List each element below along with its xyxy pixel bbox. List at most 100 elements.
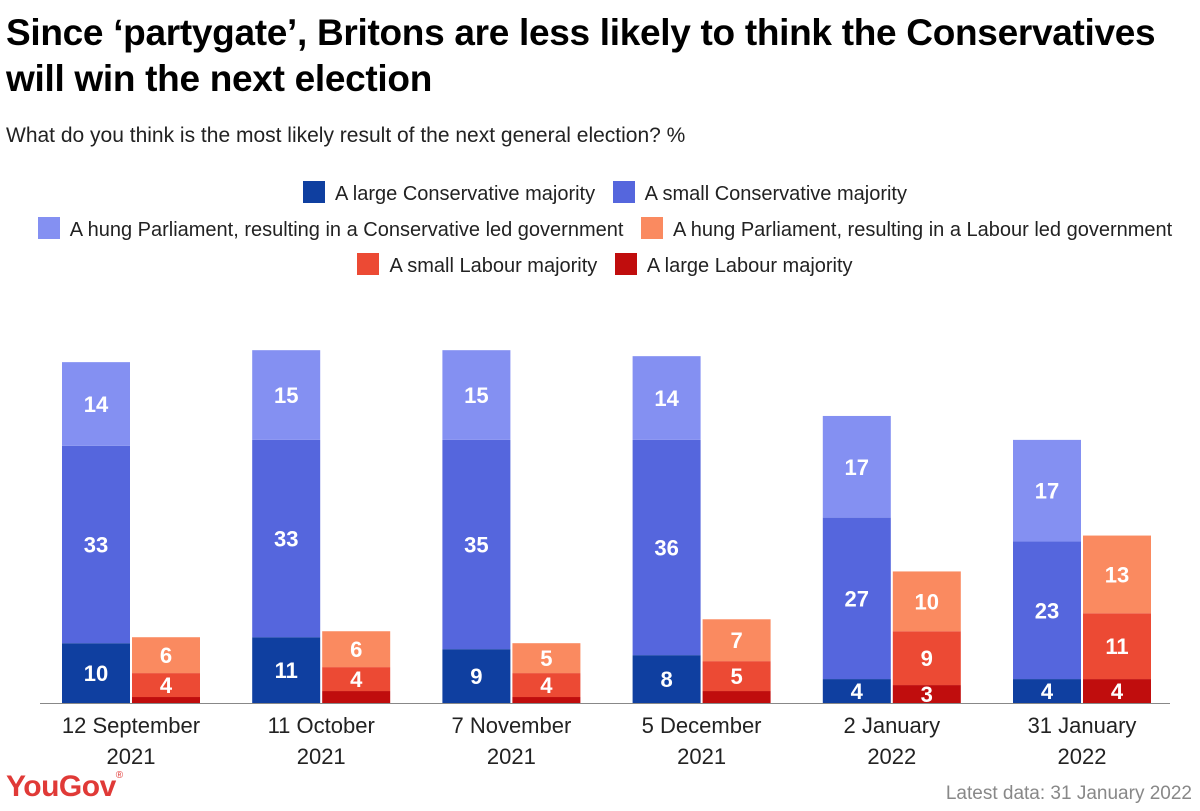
data-label: 4: [1041, 679, 1054, 704]
bar-segment-labour-2: [132, 637, 200, 674]
bar-segment-conservative-0: [632, 655, 701, 703]
bar-segment-conservative-0: [252, 637, 321, 703]
data-label: 35: [464, 533, 488, 558]
x-tick-label: 5 December: [642, 713, 762, 738]
legend-swatch: [37, 217, 60, 239]
bar-segment-labour-1: [322, 667, 391, 692]
data-label: 13: [1105, 562, 1129, 587]
bar-segment-labour-2: [512, 643, 581, 674]
bar-segment-labour-1: [892, 631, 961, 686]
chart-subtitle: What do you think is the most likely res…: [6, 124, 686, 147]
bar-segment-conservative-2: [822, 415, 891, 518]
data-label: 33: [84, 533, 108, 558]
x-tick-label: 11 October: [268, 713, 375, 738]
bar-segment-conservative-1: [252, 439, 321, 638]
legend-swatch: [614, 253, 637, 275]
bar-segment-labour-0: [132, 697, 200, 703]
bar-segment-labour-1: [512, 673, 581, 698]
bar-segment-labour-1: [132, 673, 200, 698]
data-label: 4: [540, 673, 553, 698]
data-label: 33: [274, 527, 298, 552]
brand-mark: ®: [115, 770, 123, 781]
legend-item-large-labour: A large Labour majority: [614, 248, 853, 284]
x-tick-label: 2021: [487, 744, 536, 769]
bar-segment-labour-0: [892, 685, 961, 703]
legend-item-hung-labour: A hung Parliament, resulting in a Labour…: [641, 212, 1172, 248]
bar-segment-conservative-2: [252, 350, 321, 440]
bar-segment-labour-1: [1083, 613, 1151, 680]
bar-segment-conservative-0: [1013, 679, 1081, 703]
data-label: 4: [1111, 679, 1124, 704]
data-label: 11: [1105, 634, 1128, 659]
bar-segment-labour-0: [1083, 679, 1151, 703]
bar-segment-conservative-1: [442, 439, 511, 650]
legend-swatch: [612, 181, 635, 203]
bar-segment-labour-2: [892, 571, 961, 632]
data-label: 5: [730, 664, 742, 689]
bar-segment-labour-0: [702, 691, 771, 703]
legend-label: A large Conservative majority: [335, 183, 596, 205]
data-label: 36: [654, 536, 678, 561]
stacked-bar-chart: 10 33 14 4 6 12 September 2021 11 33 15 4 6 11 Octob…: [40, 350, 1170, 769]
legend: A large Conservative majority A small Co…: [20, 176, 1190, 284]
brand-text: YouGov: [6, 770, 116, 803]
yougov-logo: YouGov®: [6, 770, 123, 804]
bar-segment-conservative-0: [442, 649, 511, 703]
x-tick-label: 31 January: [1028, 713, 1137, 738]
data-label: 17: [845, 455, 869, 480]
bar-segment-conservative-1: [62, 445, 130, 644]
legend-item-small-conservative: A small Conservative majority: [612, 176, 907, 212]
data-label: 6: [350, 637, 362, 662]
data-label: 3: [921, 682, 933, 707]
data-label: 14: [654, 386, 679, 411]
data-label: 4: [851, 679, 864, 704]
data-label: 9: [921, 646, 933, 671]
data-label: 11: [275, 658, 298, 683]
bar-segment-labour-1: [702, 661, 771, 692]
data-label: 4: [160, 673, 173, 698]
data-label: 10: [915, 589, 939, 614]
legend-label: A small Conservative majority: [644, 183, 907, 205]
x-tick-label: 2021: [107, 744, 156, 769]
data-label: 9: [470, 664, 482, 689]
x-tick-label: 2022: [1058, 744, 1107, 769]
bar-segment-conservative-0: [62, 643, 130, 703]
bar-segment-conservative-2: [442, 350, 511, 440]
bar-segment-labour-2: [322, 631, 391, 668]
data-label: 15: [464, 383, 488, 408]
bar-segment-conservative-2: [1013, 439, 1081, 542]
legend-label: A hung Parliament, resulting in a Conser…: [69, 219, 624, 241]
chart-title: Since ‘partygate’, Britons are less like…: [6, 12, 1156, 99]
data-label: 6: [160, 643, 172, 668]
bar-segment-labour-2: [702, 619, 771, 662]
data-label: 14: [84, 392, 109, 417]
legend-label: A small Labour majority: [389, 255, 598, 277]
data-label: 23: [1035, 598, 1059, 623]
data-label: 5: [540, 646, 552, 671]
data-label: 10: [84, 661, 108, 686]
legend-swatch: [641, 217, 663, 239]
bar-segment-labour-2: [1083, 535, 1151, 614]
data-label: 7: [730, 628, 742, 653]
bar-segment-labour-0: [512, 697, 581, 703]
data-label: 15: [274, 383, 298, 408]
legend-swatch: [303, 181, 325, 203]
x-tick-label: 7 November: [451, 713, 571, 738]
data-label: 27: [845, 586, 869, 611]
legend-label: A hung Parliament, resulting in a Labour…: [673, 219, 1173, 241]
data-label: 8: [660, 667, 672, 692]
bar-segment-conservative-2: [62, 362, 130, 446]
x-tick-label: 2021: [297, 744, 346, 769]
bar-segment-conservative-0: [822, 679, 891, 703]
legend-item-hung-conservative: A hung Parliament, resulting in a Conser…: [37, 212, 624, 248]
x-tick-label: 2021: [677, 744, 726, 769]
x-tick-label: 12 September: [62, 713, 200, 738]
latest-data-note: Latest data: 31 January 2022: [945, 783, 1192, 804]
bar-segment-conservative-1: [822, 517, 891, 680]
x-tick-label: 2 January: [843, 713, 940, 738]
legend-label: A large Labour majority: [646, 255, 853, 277]
bar-segment-labour-0: [322, 691, 391, 703]
x-tick-label: 2022: [867, 744, 916, 769]
bar-segment-conservative-1: [1013, 541, 1081, 680]
legend-item-small-labour: A small Labour majority: [357, 248, 597, 284]
